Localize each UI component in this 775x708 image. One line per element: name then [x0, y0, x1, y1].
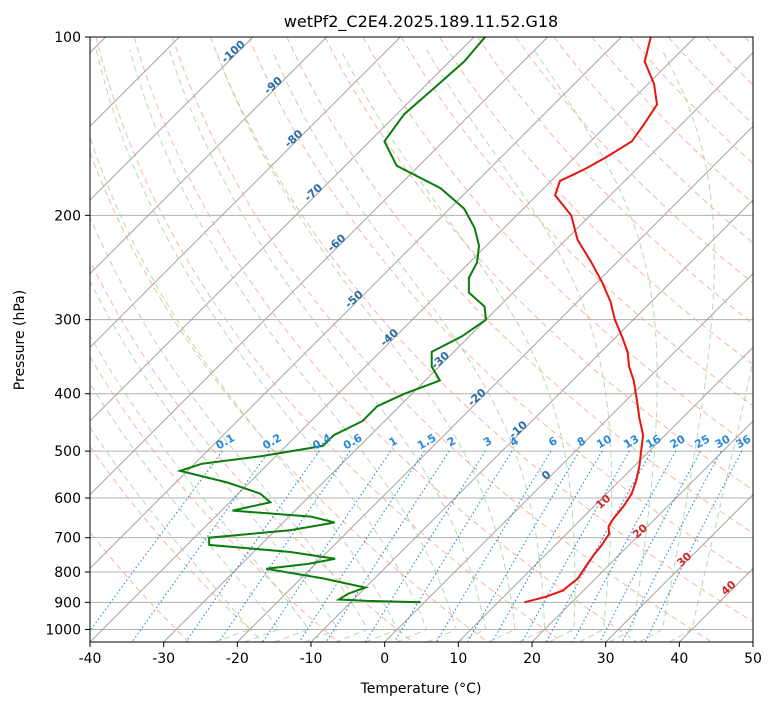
moist-adiabat-line [129, 49, 457, 642]
sounding-traces [176, 37, 659, 604]
dry-adiabat-line [591, 37, 753, 204]
moist-adiabat-line [90, 215, 369, 642]
moist-adiabat-line [95, 49, 428, 642]
chart-title: wetPf2_C2E4.2025.189.11.52.G18 [284, 12, 558, 32]
x-axis: -40 -30 -20 -10 0 10 20 30 40 50 [79, 642, 762, 667]
mixing-ratio-line [545, 450, 653, 642]
series-line-temperature [524, 37, 659, 604]
moist-adiabat-line [90, 135, 398, 642]
x-tick-label: -30 [152, 651, 175, 667]
isotherm-line [531, 420, 753, 642]
x-tick-label: 20 [523, 651, 541, 667]
series-line-dewpoint [176, 37, 488, 604]
moist-adiabat-line [215, 49, 516, 642]
x-tick-label: 0 [380, 651, 389, 667]
isotherm-line [90, 37, 622, 569]
dry-adiabat-line [553, 37, 753, 244]
isotherm-line [163, 52, 753, 642]
y-axis: 100 200 300 400 500 600 700 800 900 1000 [45, 30, 90, 638]
isotherm-line [384, 273, 753, 642]
x-axis-title: Temperature (°C) [360, 681, 482, 697]
mixing-ratio-line [185, 450, 320, 642]
moist-adiabat-line [639, 49, 715, 642]
isotherm-line [90, 37, 401, 348]
x-tick-label: 50 [744, 651, 762, 667]
y-axis-title: Pressure (hPa) [12, 290, 28, 390]
isotherm-line [90, 37, 254, 201]
background-lines [90, 37, 753, 642]
y-tick-label: 900 [54, 595, 81, 611]
mixing-ratio-line [521, 450, 630, 642]
mixing-ratio-line [621, 450, 722, 642]
moist-adiabat-line [90, 334, 310, 642]
mixing-ratio-line [599, 450, 701, 642]
moist-adiabat-line [168, 49, 487, 642]
dry-adiabat-line [324, 37, 753, 491]
dry-adiabat-line [362, 37, 753, 449]
dry-adiabat-line [400, 37, 753, 407]
x-tick-label: -20 [226, 651, 249, 667]
y-tick-label: 500 [54, 444, 81, 460]
dry-adiabat-line [248, 37, 753, 578]
plot-background [90, 37, 753, 642]
isotherm-line [90, 37, 475, 422]
mixing-ratio-line [572, 450, 677, 642]
dry-adiabat-line [90, 259, 414, 642]
moist-adiabat-line [533, 49, 658, 642]
moist-adiabat-line [669, 358, 753, 642]
moist-adiabat-line [90, 382, 281, 642]
x-tick-label: 40 [670, 651, 688, 667]
x-tick-label: 10 [449, 651, 467, 667]
isotherm-line [752, 641, 753, 642]
dry-adiabat-line [286, 37, 753, 534]
mixing-ratio-line [218, 450, 351, 642]
dry-adiabat-line [90, 355, 339, 642]
isotherm-line [90, 37, 548, 496]
y-tick-label: 200 [54, 208, 81, 224]
isotherm-line [605, 494, 753, 642]
y-tick-label: 800 [54, 565, 81, 581]
plot-frame [89, 36, 754, 643]
dry-adiabat-line [90, 445, 264, 642]
isotherm-line [237, 125, 753, 642]
mixing-ratio-line [131, 450, 270, 642]
mixing-ratio-line [364, 450, 486, 642]
dry-adiabat-line [438, 37, 753, 365]
y-tick-label: 400 [54, 387, 81, 403]
isotherm-line [458, 346, 753, 642]
isotherm-line [90, 37, 696, 642]
moist-adiabat-line [90, 279, 340, 642]
dry-adiabat-line [171, 37, 712, 642]
moist-adiabat-line [271, 49, 546, 642]
dry-adiabat-line [95, 37, 563, 642]
x-tick-label: 30 [597, 651, 615, 667]
mixing-ratio-label: 36 [733, 432, 753, 451]
mixing-ratio-line [435, 450, 552, 642]
y-tick-label: 700 [54, 531, 81, 547]
x-tick-label: -10 [300, 651, 323, 667]
x-tick-label: -40 [79, 651, 102, 667]
y-tick-label: 600 [54, 491, 81, 507]
dry-adiabat-line [133, 37, 638, 642]
dry-adiabat-line [210, 37, 753, 623]
y-tick-label: 300 [54, 313, 81, 329]
mixing-ratio-line [491, 450, 603, 642]
mixing-ratio-line [467, 450, 580, 642]
moist-adiabat-line [90, 426, 251, 642]
mixing-ratio-line [393, 450, 513, 642]
y-tick-label: 1000 [45, 622, 81, 638]
isotherm-line [90, 37, 327, 275]
y-tick-label: 100 [54, 30, 81, 46]
